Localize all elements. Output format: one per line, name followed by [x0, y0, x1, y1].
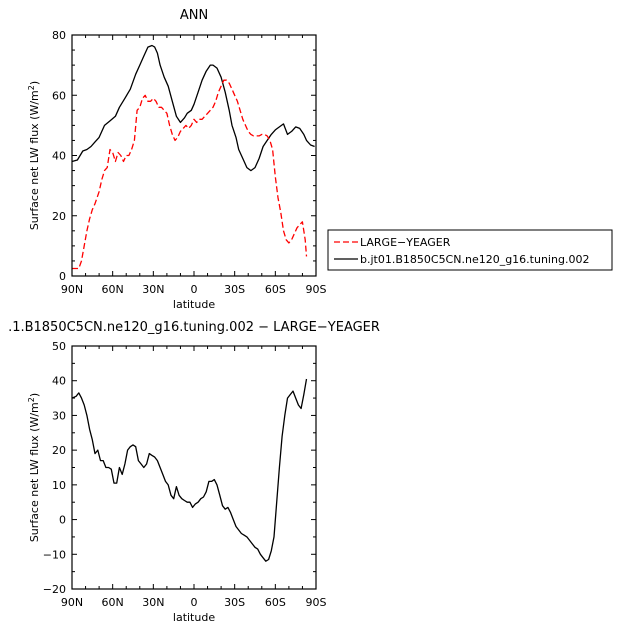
y-tick-label: 0	[59, 514, 66, 527]
y-tick-label: 0	[59, 270, 66, 283]
y-tick-label: −20	[43, 583, 66, 596]
x-tick-label: 30N	[142, 283, 164, 296]
y-tick-label: 40	[52, 375, 66, 388]
y-tick-label: 60	[52, 89, 66, 102]
x-tick-label: 30N	[142, 596, 164, 609]
x-tick-label: 60S	[265, 283, 286, 296]
y-tick-label: 10	[52, 479, 66, 492]
y-tick-label: 50	[52, 340, 66, 353]
x-tick-label: 90N	[61, 283, 83, 296]
x-tick-label: 30S	[224, 596, 245, 609]
y-axis-label: Surface net LW flux (W/m2)	[27, 393, 41, 542]
x-axis-label: latitude	[173, 611, 215, 624]
x-tick-label: 30S	[224, 283, 245, 296]
y-tick-label: 30	[52, 409, 66, 422]
y-tick-label: 20	[52, 210, 66, 223]
legend-box	[327, 229, 613, 271]
x-tick-label: 90N	[61, 596, 83, 609]
y-axis-label-superscript: 2	[27, 397, 36, 402]
x-tick-label: 90S	[306, 283, 327, 296]
x-tick-label: 0	[191, 596, 198, 609]
series-line-1-0	[71, 378, 308, 562]
y-axis-label-main: Surface net LW flux (W/m	[28, 90, 41, 230]
series-line-0-0	[71, 44, 315, 172]
chart-title: ANN	[180, 8, 208, 23]
legend-label: b.jt01.B1850C5CN.ne120_g16.tuning.002	[360, 253, 589, 266]
plot-frame-0	[71, 34, 317, 277]
y-tick-label: 20	[52, 444, 66, 457]
x-tick-label: 60S	[265, 596, 286, 609]
legend-label: LARGE−YEAGER	[360, 236, 451, 249]
chart-title: .1.B1850C5CN.ne120_g16.tuning.002 − LARG…	[8, 320, 380, 335]
x-tick-label: 60N	[102, 596, 124, 609]
y-tick-label: 40	[52, 150, 66, 163]
series-line-0-1	[72, 79, 308, 270]
x-tick-label: 60N	[102, 283, 124, 296]
y-axis-label-tail: )	[28, 393, 41, 397]
y-axis-label-main: Surface net LW flux (W/m	[28, 402, 41, 542]
y-tick-label: −10	[43, 548, 66, 561]
y-axis-label-superscript: 2	[27, 85, 36, 90]
x-axis-label: latitude	[173, 298, 215, 311]
x-tick-label: 0	[191, 283, 198, 296]
y-axis-label-tail: )	[28, 81, 41, 85]
x-tick-label: 90S	[306, 596, 327, 609]
y-tick-label: 80	[52, 29, 66, 42]
y-axis-label: Surface net LW flux (W/m2)	[27, 81, 41, 230]
